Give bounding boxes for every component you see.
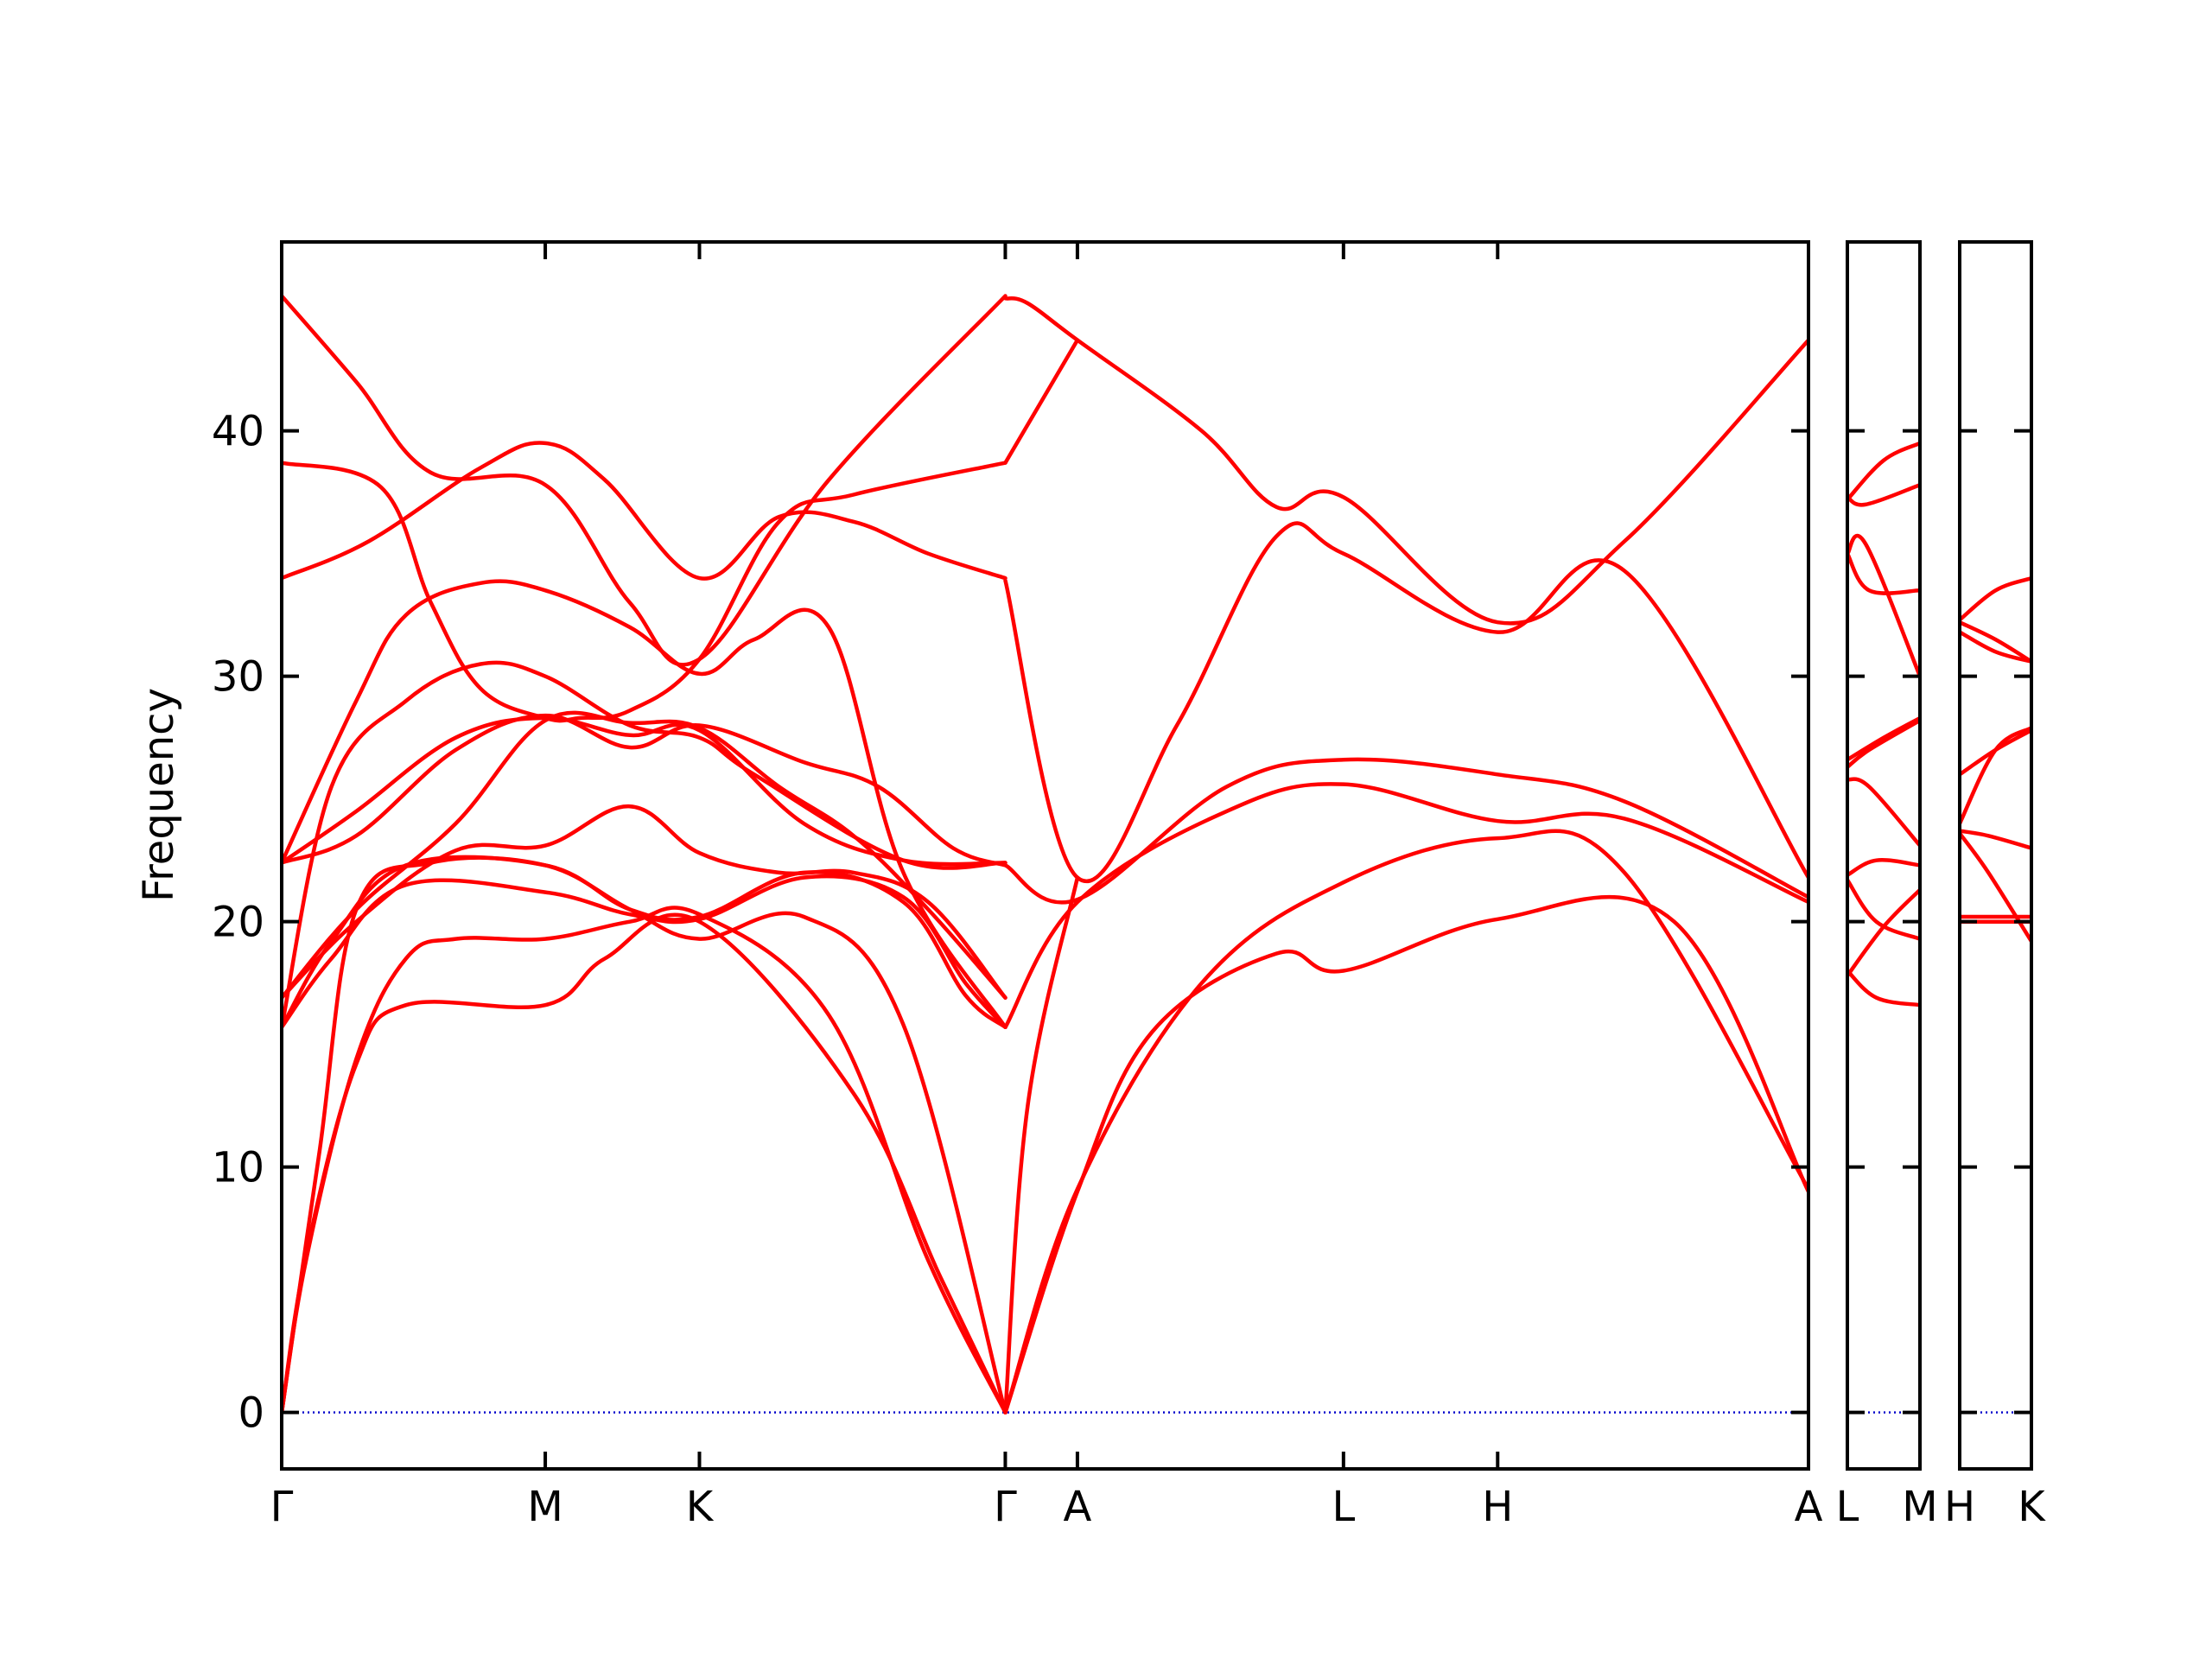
band-line — [282, 804, 1007, 1000]
band-line — [1003, 296, 1808, 626]
x-tick-label: H — [1482, 1483, 1513, 1531]
band-line — [1847, 887, 1920, 978]
bands — [1847, 441, 1920, 1007]
x-tick-label: M — [527, 1483, 563, 1531]
axes-frame — [280, 240, 1810, 1471]
x-tick-label: H — [1944, 1483, 1975, 1531]
band-line — [1960, 831, 2031, 944]
x-tick-label: K — [686, 1483, 715, 1531]
bands — [282, 294, 1808, 1414]
x-tick-label: Γ — [270, 1483, 294, 1531]
y-tick-label: 10 — [212, 1144, 264, 1192]
x-tick-label: A — [1795, 1483, 1823, 1531]
axes-frame — [1958, 240, 2033, 1471]
band-line — [1847, 533, 1920, 678]
band-line — [1847, 441, 1920, 502]
band-line — [1847, 969, 1920, 1007]
band-line — [1003, 782, 1808, 1030]
band-line — [282, 710, 1007, 1000]
band-line — [1960, 620, 2031, 664]
band-line — [1003, 894, 1808, 1414]
x-tick-label: K — [2018, 1483, 2046, 1531]
axes-frame — [1846, 240, 1922, 1471]
y-tick-label: 20 — [212, 899, 264, 947]
band-line — [1847, 858, 1920, 877]
band-line — [1003, 829, 1808, 1414]
band-line — [1847, 777, 1920, 848]
band-line — [1003, 757, 1808, 905]
band-line — [282, 294, 1007, 667]
x-tick-label: A — [1063, 1483, 1091, 1531]
band-line — [282, 855, 1007, 1030]
x-tick-label: Γ — [994, 1483, 1017, 1531]
band-line — [282, 441, 1007, 581]
bands — [1960, 575, 2031, 944]
band-line — [1847, 718, 1920, 770]
band-line — [1960, 829, 2031, 850]
band-line — [1003, 521, 1808, 883]
y-tick-label: 40 — [212, 408, 264, 456]
x-tick-label: M — [1902, 1483, 1937, 1531]
x-tick-label: L — [1836, 1483, 1859, 1531]
band-line — [282, 715, 1007, 867]
y-tick-label: 0 — [238, 1389, 264, 1438]
band-line — [1960, 630, 2031, 664]
band-line — [1003, 875, 1080, 1414]
band-line — [282, 855, 1007, 1414]
y-axis-label: Frequency — [135, 688, 183, 902]
band-line — [1960, 575, 2031, 622]
band-line — [282, 579, 1007, 1030]
band-line — [1847, 551, 1920, 595]
band-line — [1003, 338, 1080, 465]
band-line — [1960, 726, 2031, 826]
band-line — [282, 660, 1007, 1030]
band-line — [1847, 715, 1920, 762]
band-line — [282, 461, 1007, 723]
band-line — [282, 906, 1007, 1414]
band-line — [282, 713, 1007, 868]
y-tick-label: 30 — [212, 653, 264, 702]
band-line — [1847, 878, 1920, 941]
band-line — [282, 912, 1007, 1414]
band-line — [1847, 482, 1920, 507]
x-tick-label: L — [1332, 1483, 1355, 1531]
